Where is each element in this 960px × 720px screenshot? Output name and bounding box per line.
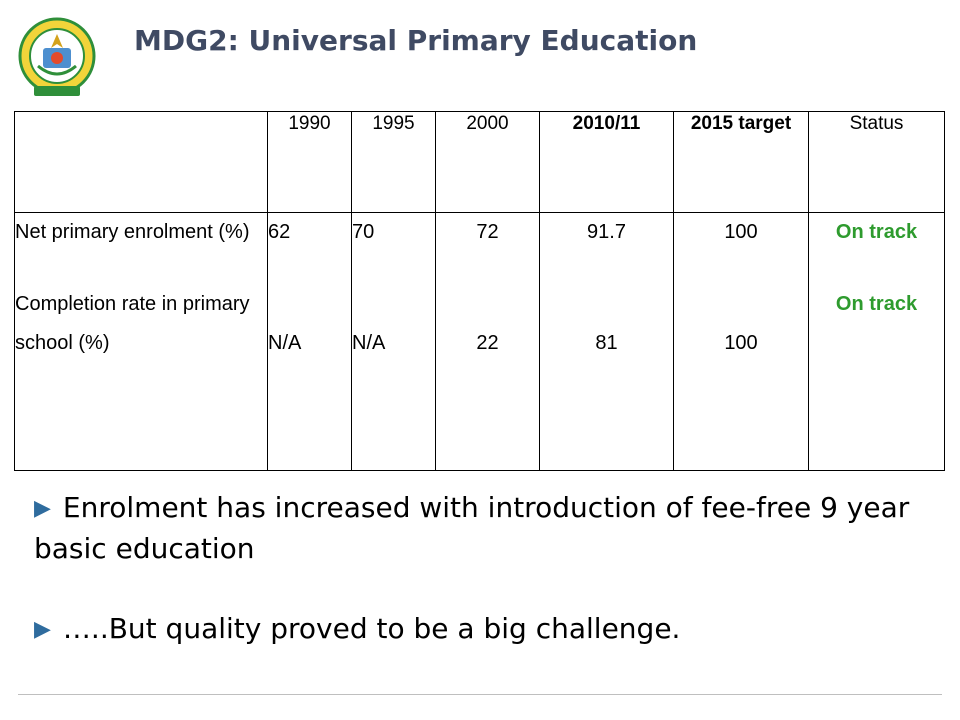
bullet-item: ▶ Enrolment has increased with introducti… bbox=[34, 488, 934, 569]
values-1990: 62 N/A bbox=[267, 212, 352, 471]
value-enrolment-1990: 62 bbox=[268, 221, 291, 243]
header-year-2000: 2000 bbox=[435, 111, 540, 213]
bullet-text: Enrolment has increased with introductio… bbox=[34, 491, 910, 565]
values-1995: 70 N/A bbox=[351, 212, 436, 471]
bullet-text: …..But quality proved to be a big challe… bbox=[62, 612, 681, 645]
table-header-row: 1990 1995 2000 2010/11 2015 target Statu… bbox=[14, 111, 945, 213]
value-enrolment-1995: 70 bbox=[352, 221, 375, 243]
value-completion-1990: N/A bbox=[268, 332, 302, 354]
values-2010-11: 91.7 81 bbox=[539, 212, 674, 471]
status-completion: On track bbox=[835, 293, 918, 315]
mdg2-indicator-table: 1990 1995 2000 2010/11 2015 target Statu… bbox=[14, 111, 945, 471]
header-blank bbox=[14, 111, 268, 213]
value-enrolment-2010-11: 91.7 bbox=[587, 221, 626, 243]
bullet-item: ▶ …..But quality proved to be a big chall… bbox=[34, 609, 934, 650]
header-year-1995: 1995 bbox=[351, 111, 436, 213]
status-enrolment: On track bbox=[835, 221, 918, 243]
value-enrolment-2015: 100 bbox=[724, 221, 758, 243]
indicator-completion-rate: Completion rate in primary school (%) bbox=[15, 293, 250, 354]
footer-divider bbox=[18, 694, 942, 695]
value-completion-2010-11: 81 bbox=[595, 332, 618, 354]
page-title: MDG2: Universal Primary Education bbox=[134, 24, 698, 57]
table-body-row: Net primary enrolment (%) Completion rat… bbox=[14, 212, 945, 471]
values-2015-target: 100 100 bbox=[673, 212, 809, 471]
triangle-bullet-icon: ▶ bbox=[34, 496, 51, 521]
value-completion-2000: 22 bbox=[476, 332, 499, 354]
triangle-bullet-icon: ▶ bbox=[34, 617, 51, 642]
values-2000: 72 22 bbox=[435, 212, 540, 471]
header-2015-target: 2015 target bbox=[673, 111, 809, 213]
header-year-2010-11: 2010/11 bbox=[539, 111, 674, 213]
status-cell: On track On track bbox=[808, 212, 945, 471]
value-completion-2015: 100 bbox=[724, 332, 758, 354]
header-year-1990: 1990 bbox=[267, 111, 352, 213]
header-status: Status bbox=[808, 111, 945, 213]
rwanda-emblem-icon bbox=[18, 17, 96, 96]
indicator-net-enrolment: Net primary enrolment (%) bbox=[15, 221, 250, 243]
indicator-cell: Net primary enrolment (%) Completion rat… bbox=[14, 212, 268, 471]
bullet-list: ▶ Enrolment has increased with introducti… bbox=[34, 488, 934, 650]
value-completion-1995: N/A bbox=[352, 332, 386, 354]
value-enrolment-2000: 72 bbox=[476, 221, 499, 243]
